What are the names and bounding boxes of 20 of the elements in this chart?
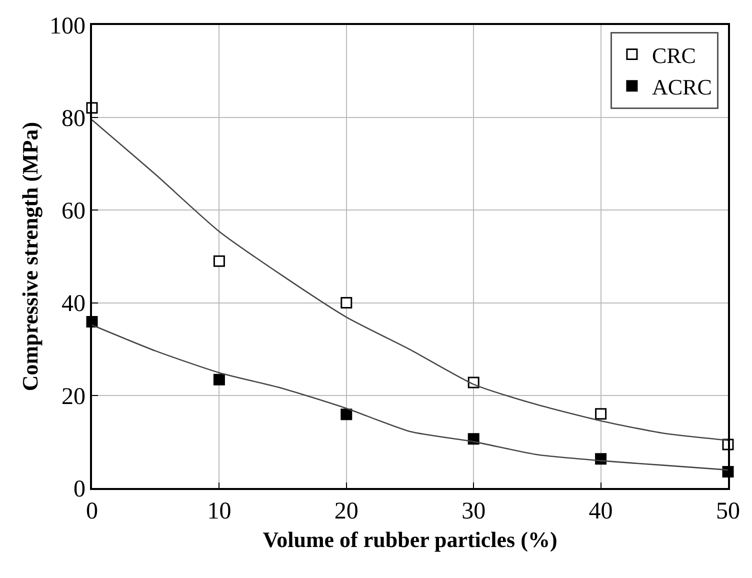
y-tick-label: 80 xyxy=(61,106,86,132)
point xyxy=(595,408,607,420)
point xyxy=(213,374,225,386)
y-tick-label: 0 xyxy=(73,476,86,502)
legend-label: ACRC xyxy=(652,74,712,100)
y-tick-label: 40 xyxy=(61,291,86,318)
legend-label: CRC xyxy=(652,42,696,68)
x-tick-label: 50 xyxy=(716,498,740,525)
y-tick-label: 100 xyxy=(49,13,86,40)
point xyxy=(213,255,225,267)
x-tick-label: 40 xyxy=(588,498,613,525)
point xyxy=(340,408,352,420)
x-tick-label: 30 xyxy=(462,498,486,525)
x-tick-label: 20 xyxy=(334,498,358,525)
point xyxy=(340,297,352,309)
y-axis-title: Compressive strength (MPa) xyxy=(18,122,42,392)
y-tick-label: 60 xyxy=(61,198,86,225)
x-tick-label: 10 xyxy=(207,498,232,525)
y-tick-label: 20 xyxy=(61,384,86,410)
x-axis-title: Volume of rubber particles (%) xyxy=(262,526,558,552)
